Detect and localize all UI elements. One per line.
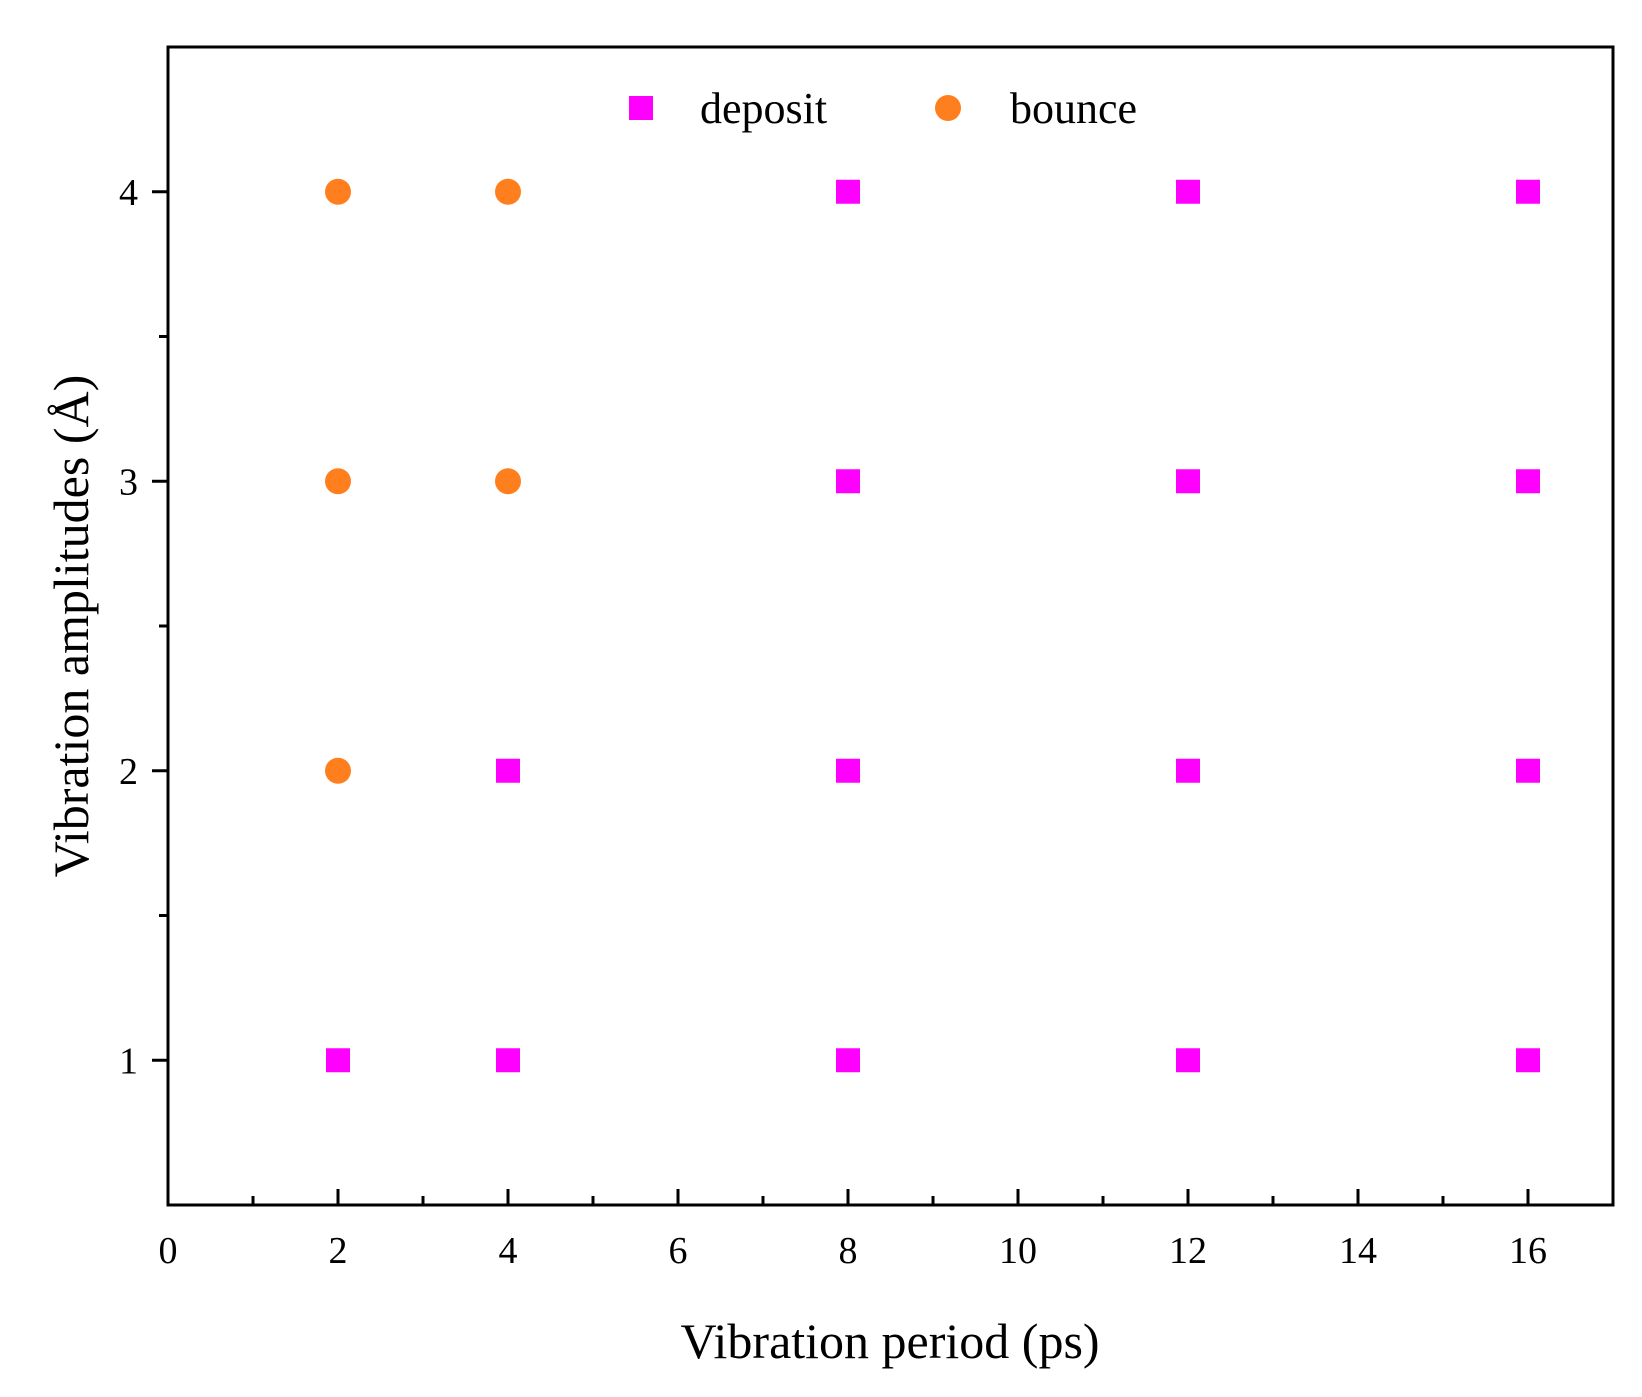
deposit-point (326, 1048, 350, 1073)
legend-label-deposit: deposit (700, 84, 827, 133)
deposit-point (1516, 758, 1540, 783)
deposit-point (836, 469, 860, 494)
y-tick-label: 1 (119, 1040, 138, 1082)
x-tick-label: 8 (839, 1230, 858, 1272)
bounce-point (495, 468, 521, 495)
deposit-point (1176, 469, 1200, 494)
bounce-point (325, 178, 351, 205)
bounce-point (495, 178, 521, 205)
y-tick-label: 3 (119, 461, 138, 503)
legend-label-bounce: bounce (1010, 84, 1137, 133)
deposit-point (1176, 1048, 1200, 1073)
x-tick-label: 16 (1509, 1230, 1547, 1272)
bounce-point (325, 468, 351, 495)
y-tick-label: 4 (119, 172, 138, 214)
x-tick-label: 14 (1339, 1230, 1377, 1272)
legend-marker-deposit (629, 96, 653, 120)
data-points (325, 178, 1540, 1073)
deposit-point (1176, 179, 1200, 204)
x-tick-label: 0 (159, 1230, 178, 1272)
deposit-point (1516, 1048, 1540, 1073)
axis-ticks (152, 190, 1530, 1205)
deposit-point (496, 758, 520, 783)
deposit-point (496, 1048, 520, 1073)
x-tick-label: 10 (999, 1230, 1037, 1272)
deposit-point (836, 1048, 860, 1073)
y-axis-title: Vibration amplitudes (Å) (43, 375, 99, 877)
x-tick-label: 2 (329, 1230, 348, 1272)
x-axis-title: Vibration period (ps) (680, 1313, 1099, 1369)
deposit-point (836, 179, 860, 204)
bounce-point (325, 757, 351, 784)
plot-frame (166, 45, 1615, 1207)
deposit-point (1516, 469, 1540, 494)
deposit-point (1176, 758, 1200, 783)
y-tick-label: 2 (119, 751, 138, 793)
x-tick-label: 4 (499, 1230, 518, 1272)
x-tick-label: 6 (669, 1230, 688, 1272)
x-tick-label: 12 (1169, 1230, 1207, 1272)
legend-marker-bounce (935, 95, 961, 121)
deposit-point (1516, 179, 1540, 204)
legend: deposit bounce (629, 84, 1137, 133)
deposit-point (836, 758, 860, 783)
